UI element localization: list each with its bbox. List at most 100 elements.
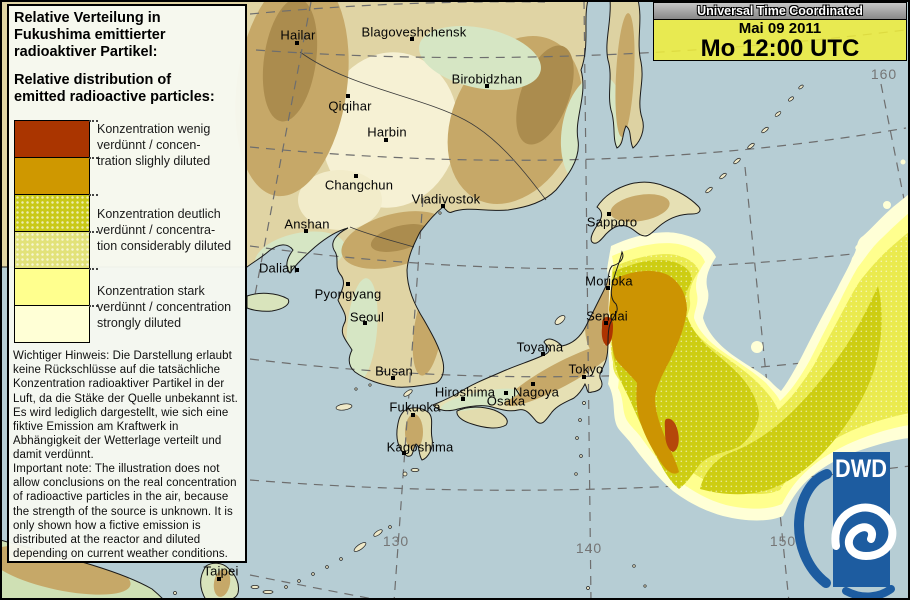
legend-label-considerably-diluted: Konzentration deutlich verdünnt / concen…	[97, 207, 232, 253]
city-dot	[384, 138, 388, 142]
city-label: Qiqihar	[328, 98, 372, 114]
city-label: Pyongyang	[314, 286, 382, 302]
city-label: Taipei	[203, 563, 239, 579]
city-dot	[346, 94, 350, 98]
grid-label: 140	[575, 540, 603, 556]
city-label: Osaka	[486, 393, 526, 409]
city-dot	[354, 174, 358, 178]
city-dot	[411, 413, 415, 417]
country-borders	[299, 51, 547, 248]
city-label: Vladivostok	[411, 191, 481, 207]
city-dot	[402, 451, 406, 455]
city-label: Blagoveshchensk	[361, 24, 467, 40]
legend-panel: Relative Verteilung in Fukushima emittie…	[7, 4, 247, 563]
city-dot	[295, 41, 299, 45]
legend-swatch	[14, 268, 98, 306]
legend-title-en: Relative distribution of emitted radioac…	[14, 72, 215, 105]
grid-label: 160	[870, 66, 898, 82]
city-label: Morioka	[585, 273, 633, 289]
city-label: Fukuoka	[389, 399, 441, 415]
legend-label-strongly-diluted: Konzentration stark verdünnt / concentra…	[97, 284, 232, 330]
legend-swatches	[14, 120, 98, 343]
legend-note-en: Important note: The illustration does no…	[13, 463, 237, 561]
plume	[601, 159, 910, 521]
city-dot	[363, 321, 367, 325]
date-label: Mai 09 2011	[738, 20, 822, 37]
small-islands	[173, 84, 804, 595]
city-dot	[607, 212, 611, 216]
city-dot	[461, 397, 465, 401]
utc-bar-label: Universal Time Coordinated	[654, 3, 906, 20]
legend-title-de: Relative Verteilung in Fukushima emittie…	[14, 10, 166, 60]
city-label: Hailar	[280, 27, 316, 43]
city-label: Changchun	[324, 177, 394, 193]
legend-swatch	[14, 157, 98, 195]
time-label: Mo 12:00 UTC	[700, 35, 860, 62]
terrain	[0, 0, 670, 597]
city-dot	[410, 37, 414, 41]
legend-swatch	[14, 194, 98, 232]
city-dot	[391, 376, 395, 380]
datetime-box: Mai 09 2011 Mo 12:00 UTC	[654, 20, 906, 62]
plume-level-red-2	[664, 418, 679, 452]
city-dot	[541, 352, 545, 356]
city-label: Birobidzhan	[451, 71, 523, 87]
legend-label-slightly-diluted: Konzentration wenig verdünnt / concen- t…	[97, 122, 211, 168]
city-dot	[582, 375, 586, 379]
time-header: Universal Time Coordinated Mai 09 2011 M…	[653, 2, 907, 61]
city-label: Hiroshima	[434, 384, 496, 400]
city-label: Busan	[375, 363, 413, 379]
city-label: Toyama	[516, 339, 564, 355]
city-dot	[485, 84, 489, 88]
city-dot	[504, 391, 508, 395]
dwd-logo-text: DWD	[835, 455, 887, 483]
dwd-swirl-bottom	[842, 585, 895, 600]
city-label: Anshan	[284, 216, 330, 232]
dwd-swirl-outer	[794, 469, 832, 588]
city-label: Seoul	[349, 309, 385, 325]
city-dot	[604, 321, 608, 325]
city-label: Sapporo	[586, 214, 638, 230]
city-dot	[346, 282, 350, 286]
city-label: Dalian	[258, 260, 298, 276]
city-dot	[295, 268, 299, 272]
legend-swatch	[14, 120, 98, 158]
city-dot	[531, 382, 535, 386]
city-label: Sendai	[586, 308, 628, 324]
legend-swatch	[14, 305, 98, 343]
city-dot	[304, 229, 308, 233]
city-label: Kagoshima	[386, 439, 454, 455]
plume-level-orange	[609, 270, 687, 474]
city-dot	[217, 577, 221, 581]
city-dot	[606, 286, 610, 290]
dwd-logo: DWD	[794, 452, 897, 600]
city-label: Tokyo	[568, 361, 604, 377]
legend-swatch	[14, 231, 98, 269]
dwd-swirl-icon	[831, 503, 897, 561]
city-label: Nagoya	[512, 384, 560, 400]
